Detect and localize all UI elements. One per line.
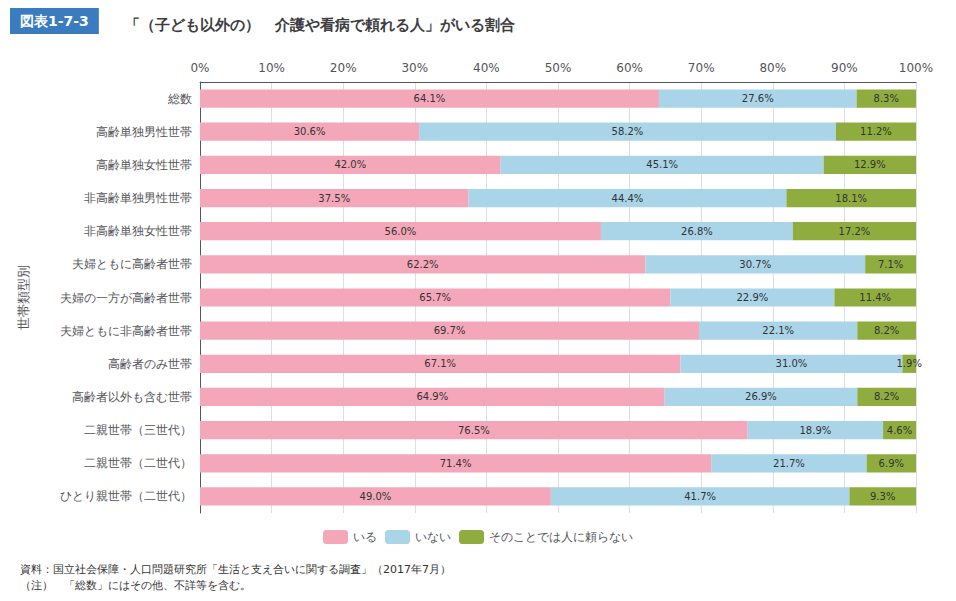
svg-text:20%: 20% [330, 61, 357, 75]
svg-text:65.7%: 65.7% [419, 292, 451, 303]
svg-text:非高齢単独男性世帯: 非高齢単独男性世帯 [84, 191, 192, 205]
svg-text:高齢単独男性世帯: 高齢単独男性世帯 [96, 125, 192, 139]
svg-text:いない: いない [415, 530, 451, 544]
svg-text:0%: 0% [190, 61, 209, 75]
svg-text:90%: 90% [831, 61, 858, 75]
svg-text:64.1%: 64.1% [414, 93, 446, 104]
svg-text:18.9%: 18.9% [800, 425, 832, 436]
svg-text:10%: 10% [258, 61, 285, 75]
svg-text:そのことでは人に頼らない: そのことでは人に頼らない [489, 530, 633, 544]
svg-text:56.0%: 56.0% [385, 226, 417, 237]
svg-text:17.2%: 17.2% [839, 226, 871, 237]
svg-text:26.8%: 26.8% [681, 226, 713, 237]
svg-text:総数: 総数 [167, 92, 192, 106]
svg-text:21.7%: 21.7% [773, 458, 805, 469]
svg-text:31.0%: 31.0% [776, 358, 808, 369]
svg-text:11.4%: 11.4% [859, 292, 891, 303]
svg-text:1.9%: 1.9% [896, 358, 921, 369]
svg-text:世帯類型別: 世帯類型別 [16, 265, 31, 330]
svg-text:58.2%: 58.2% [612, 126, 644, 137]
svg-text:30%: 30% [401, 61, 428, 75]
svg-text:夫婦ともに非高齢者世帯: 夫婦ともに非高齢者世帯 [60, 324, 192, 338]
svg-text:30.6%: 30.6% [294, 126, 326, 137]
svg-text:69.7%: 69.7% [434, 325, 466, 336]
svg-text:高齢単独女性世帯: 高齢単独女性世帯 [96, 158, 192, 172]
svg-text:二親世帯（三世代）: 二親世帯（三世代） [84, 423, 192, 437]
svg-text:37.5%: 37.5% [318, 193, 350, 204]
svg-text:76.5%: 76.5% [458, 425, 490, 436]
svg-text:64.9%: 64.9% [416, 391, 448, 402]
svg-text:27.6%: 27.6% [742, 93, 774, 104]
svg-text:資料：国立社会保障・人口問題研究所「生活と支え合いに関する調: 資料：国立社会保障・人口問題研究所「生活と支え合いに関する調査」（2017年7月… [20, 563, 451, 576]
svg-text:いる: いる [353, 530, 377, 544]
svg-text:図表1-7-3: 図表1-7-3 [20, 13, 89, 29]
svg-text:11.2%: 11.2% [860, 126, 892, 137]
svg-text:70%: 70% [688, 61, 715, 75]
svg-text:67.1%: 67.1% [424, 358, 456, 369]
svg-text:22.9%: 22.9% [737, 292, 769, 303]
svg-text:12.9%: 12.9% [854, 159, 886, 170]
svg-text:26.9%: 26.9% [745, 391, 777, 402]
svg-text:8.2%: 8.2% [874, 391, 899, 402]
svg-text:40%: 40% [473, 61, 500, 75]
svg-text:80%: 80% [759, 61, 786, 75]
svg-text:ひとり親世帯（二世代）: ひとり親世帯（二世代） [60, 489, 192, 503]
svg-text:4.6%: 4.6% [887, 425, 912, 436]
svg-text:（注） 「総数」にはその他、不詳等を含む。: （注） 「総数」にはその他、不詳等を含む。 [20, 579, 251, 592]
svg-text:高齢者のみ世帯: 高齢者のみ世帯 [108, 357, 192, 371]
svg-text:9.3%: 9.3% [870, 491, 895, 502]
svg-text:夫婦の一方が高齢者世帯: 夫婦の一方が高齢者世帯 [60, 291, 192, 305]
svg-text:18.1%: 18.1% [835, 193, 867, 204]
svg-text:100%: 100% [899, 61, 933, 75]
svg-text:49.0%: 49.0% [360, 491, 392, 502]
svg-text:8.2%: 8.2% [874, 325, 899, 336]
svg-text:42.0%: 42.0% [334, 159, 366, 170]
svg-text:夫婦ともに高齢者世帯: 夫婦ともに高齢者世帯 [72, 257, 192, 271]
svg-text:30.7%: 30.7% [739, 259, 771, 270]
svg-text:60%: 60% [616, 61, 643, 75]
svg-text:62.2%: 62.2% [407, 259, 439, 270]
svg-text:22.1%: 22.1% [762, 325, 794, 336]
svg-text:45.1%: 45.1% [646, 159, 678, 170]
svg-text:7.1%: 7.1% [878, 259, 903, 270]
svg-text:8.3%: 8.3% [874, 93, 899, 104]
svg-text:高齢者以外も含む世帯: 高齢者以外も含む世帯 [72, 390, 192, 404]
svg-text:「（子ども以外の） 介護や看病で頼れる人」がいる割合: 「（子ども以外の） 介護や看病で頼れる人」がいる割合 [125, 16, 515, 34]
svg-text:50%: 50% [545, 61, 572, 75]
svg-text:6.9%: 6.9% [879, 458, 904, 469]
svg-text:非高齢単独女性世帯: 非高齢単独女性世帯 [84, 224, 192, 238]
svg-text:二親世帯（二世代）: 二親世帯（二世代） [84, 456, 192, 470]
svg-text:41.7%: 41.7% [684, 491, 716, 502]
svg-text:44.4%: 44.4% [612, 193, 644, 204]
svg-text:71.4%: 71.4% [440, 458, 472, 469]
